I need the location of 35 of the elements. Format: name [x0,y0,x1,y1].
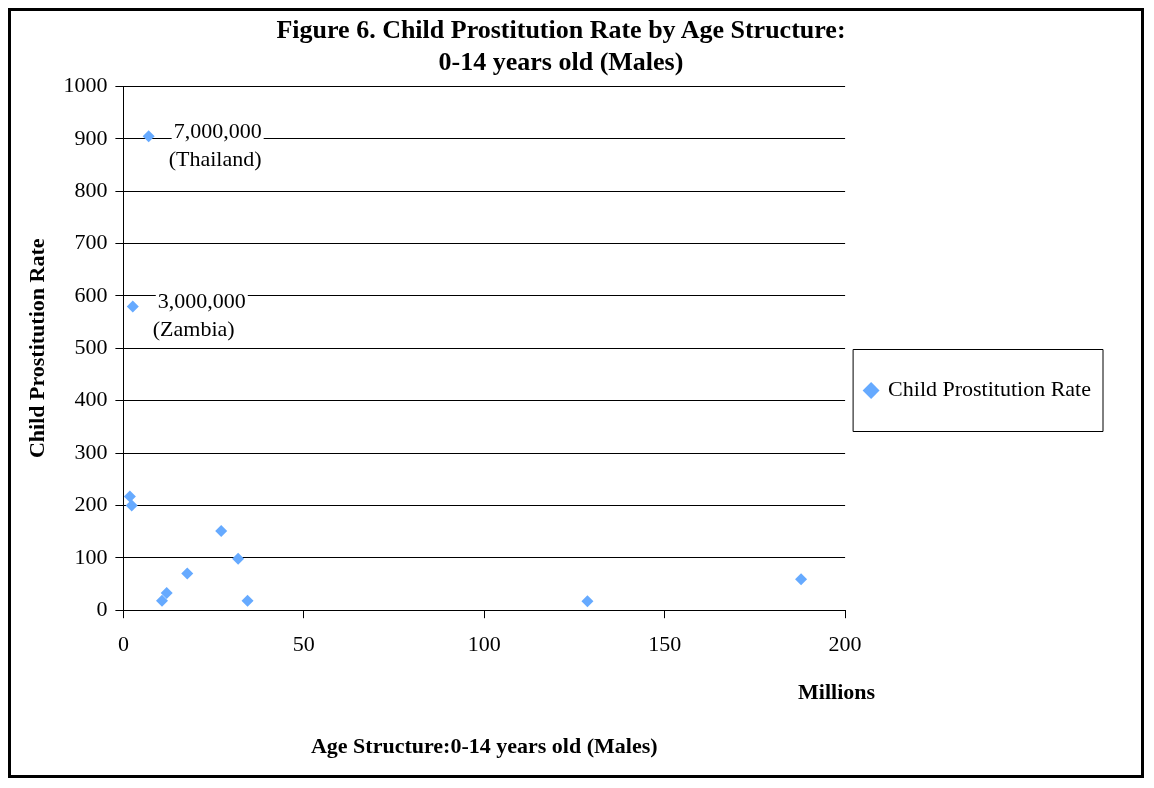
y-tick-label: 400 [74,386,108,412]
point [142,130,155,143]
y-tick-label: 0 [96,595,108,621]
y-tick-label: 100 [74,543,108,569]
annotation: 3,000,000 (Zambia) [152,288,246,342]
point [160,586,173,599]
y-tick-label: 600 [74,281,108,307]
point [241,594,254,607]
y-axis-title: Child Prostitution Rate [23,238,49,459]
point [232,552,245,565]
x-tick-label: 150 [648,631,682,657]
y-tick-label: 200 [74,491,108,517]
point [126,300,139,313]
x-axis-title: Age Structure:0-14 years old (Males) [310,733,658,759]
point [125,499,138,512]
y-tick-label: 1000 [63,72,108,98]
point [581,595,594,608]
chart-title: Figure 6. Child Prostitution Rate by Age Structure: 0-14 years old (Males) [276,15,846,76]
point [215,525,228,538]
annotation: 7,000,000 (Thailand) [168,117,262,171]
x-tick-label: 50 [292,631,315,657]
legend-label: Child Prostitution Rate [888,376,1092,402]
y-tick-label: 900 [74,124,108,150]
y-tick-label: 300 [74,438,108,464]
text: Millions [798,678,876,704]
x-tick-label: 200 [828,631,862,657]
y-tick-label: 800 [74,176,108,202]
y-tick-label: 700 [74,229,108,255]
point [181,567,194,580]
x-tick-label: 0 [117,631,129,657]
x-tick-label: 100 [467,631,501,657]
point [156,594,169,607]
point [123,490,136,503]
y-tick-label: 500 [74,334,108,360]
point [795,573,808,586]
